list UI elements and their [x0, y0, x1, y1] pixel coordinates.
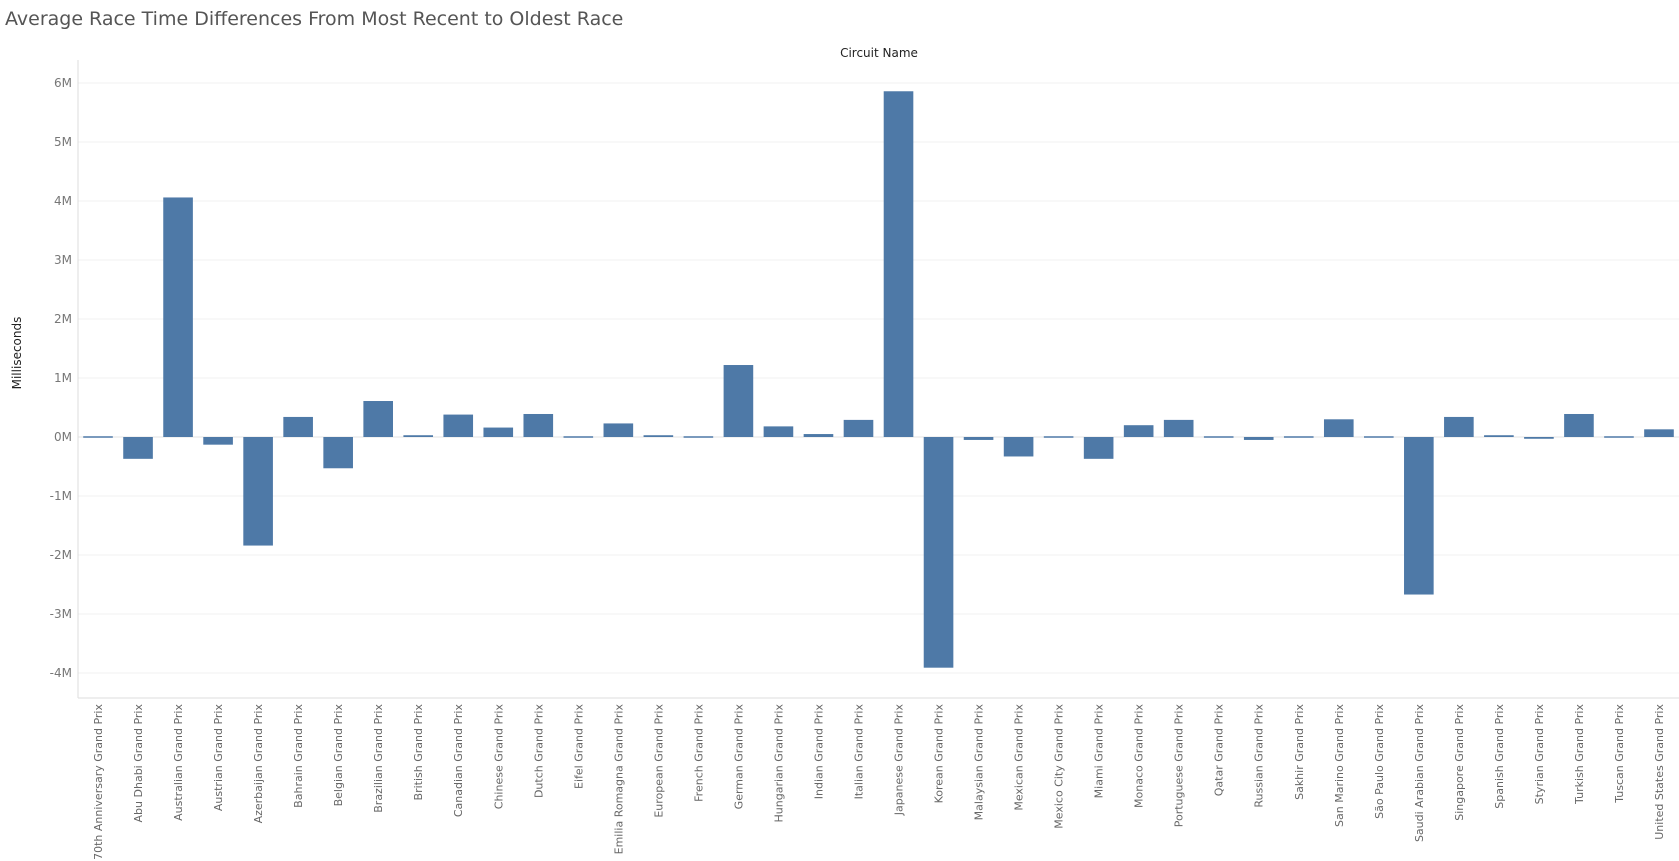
x-tick-label: Indian Grand Prix: [812, 704, 825, 800]
bar: [1003, 437, 1034, 457]
bar: [843, 419, 874, 437]
y-tick-label: -4M: [50, 666, 72, 680]
x-tick-label: United States Grand Prix: [1653, 704, 1666, 840]
bar: [1043, 436, 1074, 438]
bar: [323, 437, 353, 469]
x-tick-label: Hungarian Grand Prix: [772, 704, 785, 823]
bar: [1203, 436, 1234, 438]
y-tick-label: -3M: [50, 607, 72, 621]
x-tick-label: Korean Grand Prix: [933, 704, 946, 804]
bar: [643, 435, 674, 437]
x-tick-label: Saudi Arabian Grand Prix: [1413, 704, 1426, 843]
x-tick-label: Chinese Grand Prix: [492, 704, 505, 810]
bar: [283, 416, 313, 437]
bar: [883, 91, 914, 437]
y-tick-label: -2M: [50, 548, 72, 562]
bar: [1564, 413, 1594, 437]
x-tick-label: Mexico City Grand Prix: [1053, 704, 1066, 829]
bar: [563, 436, 594, 438]
y-tick-label: 3M: [54, 253, 72, 267]
x-tick-label: Azerbaijan Grand Prix: [252, 704, 265, 824]
y-tick-label: 4M: [54, 194, 72, 208]
bar: [1364, 436, 1394, 438]
bar: [1444, 416, 1474, 437]
x-tick-label: Mexican Grand Prix: [1013, 704, 1026, 811]
bar: [1404, 437, 1434, 595]
bar: [1083, 437, 1114, 459]
bar: [1163, 419, 1194, 437]
x-tick-label: Malaysian Grand Prix: [973, 704, 986, 821]
bar: [83, 436, 113, 438]
x-axis-title: Circuit Name: [840, 46, 918, 60]
x-tick-label: San Marino Grand Prix: [1333, 704, 1346, 827]
x-tick-label: Monaco Grand Prix: [1133, 704, 1146, 808]
bar: [1524, 437, 1554, 439]
bar: [163, 197, 193, 437]
bar: [923, 437, 954, 668]
y-tick-label: 1M: [54, 371, 72, 385]
x-tick-label: Canadian Grand Prix: [452, 704, 465, 818]
bar: [203, 437, 233, 445]
x-tick-label: Belgian Grand Prix: [332, 704, 345, 807]
bar: [963, 437, 994, 440]
bar: [1644, 429, 1674, 437]
y-tick-label: -1M: [50, 489, 72, 503]
x-tick-label: Italian Grand Prix: [852, 704, 865, 800]
bar: [523, 413, 554, 437]
x-tick-label: Qatar Grand Prix: [1213, 704, 1226, 797]
x-tick-label: Singapore Grand Prix: [1453, 704, 1466, 821]
y-axis-ticks: 6M 5M 4M 3M 2M 1M 0M -1M -2M -3M -4M: [50, 76, 72, 680]
x-tick-label: São Paulo Grand Prix: [1373, 704, 1386, 819]
gridlines: [78, 82, 1679, 674]
bars: [83, 91, 1674, 668]
x-tick-label: Styrian Grand Prix: [1533, 704, 1546, 805]
bar: [483, 427, 514, 437]
x-tick-label: French Grand Prix: [692, 704, 705, 802]
y-tick-label: 0M: [54, 430, 72, 444]
x-tick-label: Tuscan Grand Prix: [1613, 704, 1626, 804]
bar: [603, 423, 634, 437]
bar: [363, 401, 393, 437]
x-tick-label: Australian Grand Prix: [172, 704, 185, 821]
bar: [803, 434, 834, 437]
bar: [1323, 419, 1354, 437]
bar: [1243, 437, 1274, 440]
y-tick-label: 2M: [54, 312, 72, 326]
bar: [443, 414, 474, 437]
bar: [1283, 436, 1314, 438]
x-tick-label: Japanese Grand Prix: [893, 704, 906, 817]
bar: [1123, 425, 1154, 437]
x-tick-label: 70th Anniversary Grand Prix: [92, 704, 105, 860]
x-tick-label: Dutch Grand Prix: [532, 704, 545, 799]
bar: [763, 426, 794, 437]
x-axis-ticks: 70th Anniversary Grand Prix Abu Dhabi Gra…: [92, 704, 1666, 860]
x-tick-label: Miami Grand Prix: [1093, 704, 1106, 799]
x-tick-label: Emilia Romagna Grand Prix: [612, 704, 625, 855]
x-tick-label: Sakhir Grand Prix: [1293, 704, 1306, 800]
x-tick-label: Brazilian Grand Prix: [372, 704, 385, 813]
x-tick-label: British Grand Prix: [412, 704, 425, 801]
x-tick-label: Turkish Grand Prix: [1573, 704, 1586, 805]
x-tick-label: Bahrain Grand Prix: [292, 704, 305, 808]
bar: [723, 365, 754, 437]
bar: [683, 436, 714, 438]
x-tick-label: Abu Dhabi Grand Prix: [132, 704, 145, 823]
x-tick-label: Eifel Grand Prix: [572, 704, 585, 789]
y-tick-label: 5M: [54, 135, 72, 149]
y-tick-label: 6M: [54, 76, 72, 90]
bar: [1604, 436, 1634, 438]
bar: [403, 435, 434, 437]
x-tick-label: Spanish Grand Prix: [1493, 704, 1506, 809]
bar: [243, 437, 273, 546]
bar: [123, 437, 153, 459]
x-tick-label: Russian Grand Prix: [1253, 704, 1266, 808]
chart-title: Average Race Time Differences From Most …: [5, 8, 624, 30]
x-tick-label: Austrian Grand Prix: [212, 704, 225, 812]
bar: [1484, 435, 1514, 437]
x-tick-label: Portuguese Grand Prix: [1173, 704, 1186, 828]
x-tick-label: European Grand Prix: [652, 704, 665, 818]
x-tick-label: German Grand Prix: [732, 704, 745, 810]
